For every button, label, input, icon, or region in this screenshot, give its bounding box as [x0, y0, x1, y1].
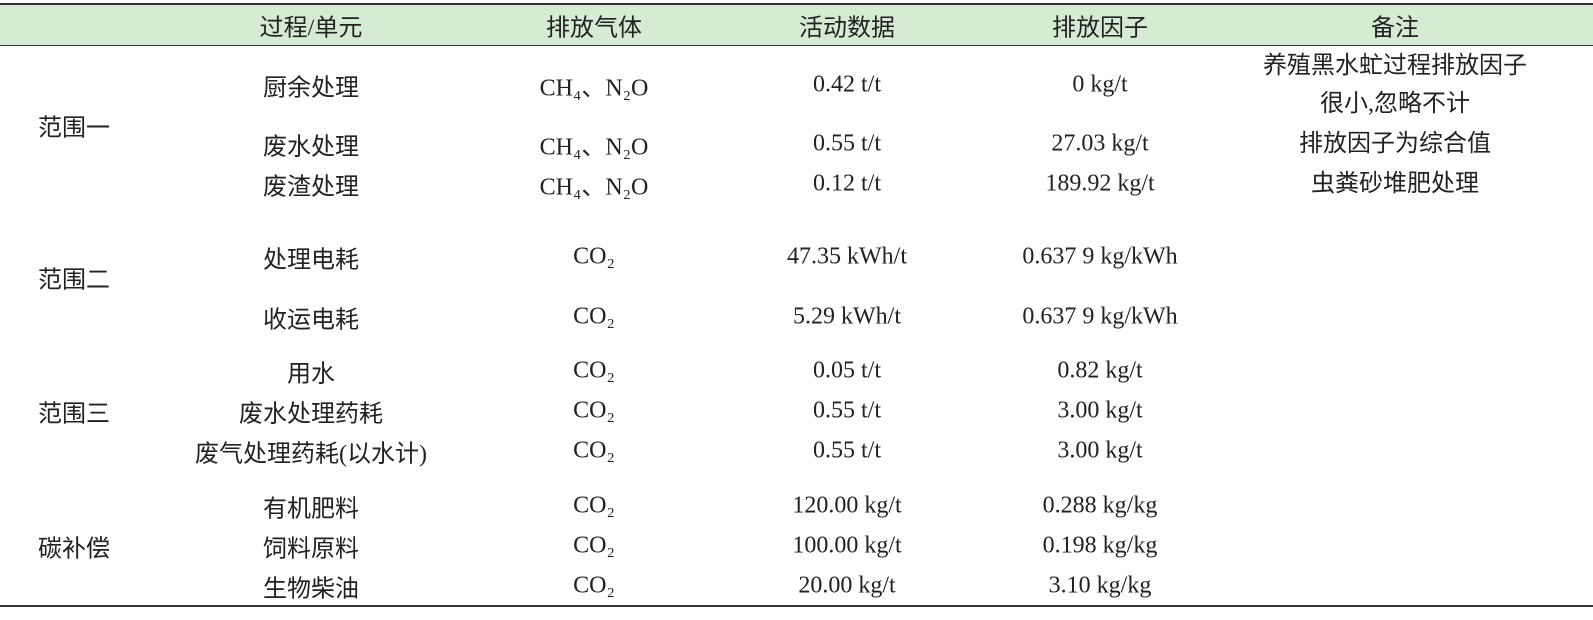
group-label: 范围二 — [38, 267, 110, 294]
gas-cell: CH₄、N₂O — [539, 174, 649, 201]
activity-cell: 20.00 kg/t — [798, 572, 896, 599]
activity-cell: 120.00 kg/t — [792, 492, 902, 519]
header-cell: 活动数据 — [799, 15, 895, 42]
process-cell: 厨余处理 — [263, 75, 359, 102]
process-cell: 用水 — [287, 361, 335, 388]
activity-cell: 47.35 kWh/t — [787, 243, 907, 270]
gas-cell: CO₂ — [573, 572, 615, 599]
gas-cell: CO₂ — [573, 437, 615, 464]
group-label: 范围一 — [38, 115, 110, 142]
factor-cell: 0 kg/t — [1072, 71, 1128, 98]
activity-cell: 0.05 t/t — [812, 357, 882, 384]
activity-cell: 0.55 t/t — [812, 437, 882, 464]
note-cell: 虫粪砂堆肥处理 — [1311, 171, 1479, 197]
gas-cell: CO₂ — [573, 243, 615, 270]
header-cell: 排放气体 — [546, 15, 642, 42]
process-cell: 废水处理 — [263, 134, 359, 161]
gas-cell: CO₂ — [573, 357, 615, 384]
note-cell: 排放因子为综合值 — [1299, 131, 1491, 157]
factor-cell: 0.637 9 kg/kWh — [1022, 243, 1178, 270]
top-rule — [0, 3, 1593, 5]
process-cell: 有机肥料 — [263, 496, 359, 523]
group-label: 范围三 — [38, 401, 110, 428]
factor-cell: 0.198 kg/kg — [1042, 532, 1158, 559]
factor-cell: 0.82 kg/t — [1057, 357, 1143, 384]
header-cell: 备注 — [1371, 15, 1419, 42]
activity-cell: 0.55 t/t — [812, 130, 882, 157]
factor-cell: 3.00 kg/t — [1057, 397, 1143, 424]
header-cell: 排放因子 — [1052, 15, 1148, 42]
process-cell: 废渣处理 — [263, 174, 359, 201]
bottom-rule — [0, 605, 1593, 607]
activity-cell: 100.00 kg/t — [792, 532, 902, 559]
factor-cell: 27.03 kg/t — [1051, 130, 1149, 157]
process-cell: 废水处理药耗 — [239, 401, 383, 428]
activity-cell: 0.12 t/t — [812, 170, 882, 197]
process-cell: 生物柴油 — [263, 576, 359, 603]
process-cell: 废气处理药耗(以水计) — [195, 441, 427, 468]
note-cell: 养殖黑水虻过程排放因子很小,忽略不计 — [1263, 53, 1527, 117]
factor-cell: 0.288 kg/kg — [1042, 492, 1158, 519]
gas-cell: CH₄、N₂O — [539, 75, 649, 102]
gas-cell: CO₂ — [573, 303, 615, 330]
group-label: 碳补偿 — [38, 536, 110, 563]
process-cell: 处理电耗 — [263, 247, 359, 274]
header-row — [0, 5, 1593, 45]
process-cell: 饲料原料 — [263, 536, 359, 563]
activity-cell: 0.42 t/t — [812, 71, 882, 98]
factor-cell: 3.10 kg/kg — [1048, 572, 1152, 599]
factor-cell: 189.92 kg/t — [1045, 170, 1155, 197]
gas-cell: CO₂ — [573, 532, 615, 559]
activity-cell: 0.55 t/t — [812, 397, 882, 424]
process-cell: 收运电耗 — [263, 307, 359, 334]
header-rule — [0, 45, 1593, 46]
factor-cell: 3.00 kg/t — [1057, 437, 1143, 464]
factor-cell: 0.637 9 kg/kWh — [1022, 303, 1178, 330]
gas-cell: CO₂ — [573, 492, 615, 519]
activity-cell: 5.29 kWh/t — [793, 303, 901, 330]
header-cell: 过程/单元 — [259, 15, 363, 42]
gas-cell: CH₄、N₂O — [539, 134, 649, 161]
gas-cell: CO₂ — [573, 397, 615, 424]
